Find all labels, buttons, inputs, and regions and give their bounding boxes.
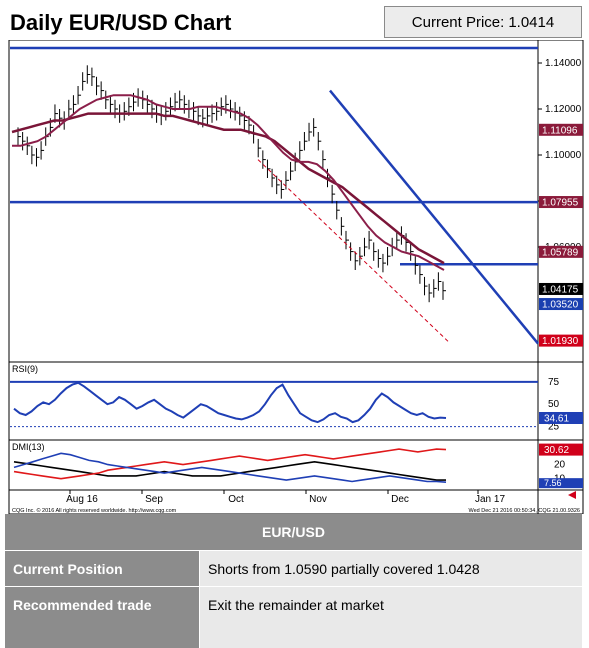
dmi-plus-value: 7.56 <box>544 478 562 488</box>
dmi-minus-value: 30.62 <box>544 445 569 456</box>
table-row-recommended-trade: Recommended trade Exit the remainder at … <box>5 586 582 648</box>
price-marker-label: 1.07955 <box>542 198 579 209</box>
chart-frame <box>8 40 584 514</box>
price-tick-label: 1.10000 <box>545 150 582 161</box>
row-label: Recommended trade <box>5 586 199 648</box>
price-marker-label: 1.11096 <box>542 125 578 136</box>
rsi-label: RSI(9) <box>12 364 38 374</box>
price-marker <box>539 298 583 311</box>
table-row-current-position: Current Position Shorts from 1.0590 part… <box>5 550 582 586</box>
current-price-box: Current Price: 1.0414 <box>384 6 582 38</box>
row-value: Exit the remainder at market <box>199 586 582 648</box>
price-marker-label: 1.03520 <box>542 300 579 311</box>
x-tick-label: Aug 16 <box>66 494 98 505</box>
price-marker-label: 1.05789 <box>542 247 579 258</box>
x-tick-label: Dec <box>391 494 409 505</box>
chart-title: Daily EUR/USD Chart <box>10 10 232 35</box>
x-tick-label: Sep <box>145 494 163 505</box>
trend-line-lower <box>257 159 449 342</box>
price-tick-label: 1.12000 <box>545 104 582 115</box>
chart-footer-timestamp: Wed Dec 21 2016 00:50:34, CQG 21.00.9326 <box>468 508 580 514</box>
moving-average-slow <box>11 112 445 265</box>
adx-line <box>13 460 446 481</box>
dmi-minus-line <box>13 448 447 480</box>
price-marker-label: 1.01930 <box>542 336 579 347</box>
eurusd-chart: 1.140001.120001.100001.080001.060001.110… <box>8 40 584 514</box>
row-label: Current Position <box>5 550 199 586</box>
rsi-tick-label: 50 <box>548 399 560 410</box>
dmi-plus-marker <box>539 478 583 489</box>
table-header: EUR/USD <box>5 514 582 550</box>
current-price-value: 1.0414 <box>508 13 555 31</box>
price-marker <box>539 334 583 347</box>
moving-average-fast <box>12 94 445 271</box>
dmi-tick-label: 20 <box>554 460 566 471</box>
price-marker <box>539 196 583 209</box>
rsi-tick-label: 75 <box>548 377 560 388</box>
chart-footer-copyright: CQG Inc. © 2016 All rights reserved worl… <box>12 507 177 514</box>
price-marker <box>539 123 583 136</box>
rsi-tick-label: 25 <box>548 422 560 433</box>
rsi-current-marker <box>539 411 583 424</box>
dmi-label: DMI(13) <box>12 442 45 452</box>
current-price-label: Current Price: <box>411 13 505 31</box>
price-marker-label: 1.04175 <box>542 284 579 295</box>
trend-line-upper <box>329 89 539 345</box>
price-bars <box>17 65 446 303</box>
x-tick-label: Jan 17 <box>475 494 505 505</box>
rsi-current-label: 34.61 <box>544 413 569 424</box>
x-tick-label: Nov <box>309 494 327 505</box>
dmi-minus-marker <box>539 443 583 456</box>
price-tick-label: 1.14000 <box>545 58 582 69</box>
x-tick-label: Oct <box>228 494 244 505</box>
scroll-left-icon <box>568 491 576 499</box>
row-value: Shorts from 1.0590 partially covered 1.0… <box>199 550 582 586</box>
dmi-plus-line <box>13 452 447 483</box>
trade-table: EUR/USD Current Position Shorts from 1.0… <box>5 514 582 648</box>
rsi-line <box>13 381 447 424</box>
price-marker <box>539 282 583 295</box>
price-marker <box>539 245 583 258</box>
